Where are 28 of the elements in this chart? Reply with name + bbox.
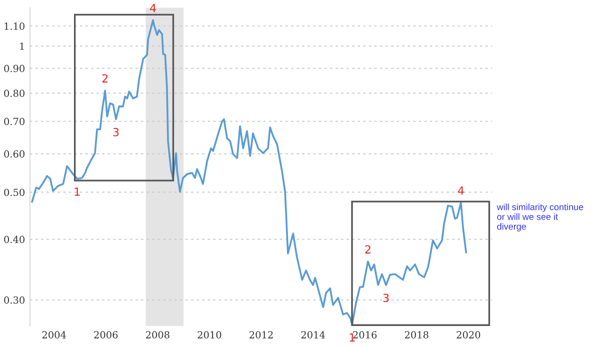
y-tick-label: 0.60: [4, 150, 24, 158]
y-tick-label: 0.40: [4, 236, 24, 244]
annotation: 4: [458, 186, 464, 195]
y-tick-label: 0.80: [4, 90, 24, 97]
annotation: 1: [350, 333, 355, 342]
text: will similarity continue or will we see it diverge: [496, 204, 584, 232]
annotation: 3: [383, 294, 389, 302]
annotation: 4: [150, 4, 156, 12]
x-tick-label: 2010: [198, 331, 222, 338]
y-tick-label: 0.70: [4, 118, 24, 126]
annotation: 1: [74, 188, 80, 196]
y-tick-label: 1: [20, 42, 24, 50]
x-tick-label: 2018: [404, 331, 428, 338]
annotation: 3: [113, 128, 119, 136]
y-tick-label: 0.90: [4, 64, 24, 72]
x-tick-label: 2004: [42, 331, 66, 338]
x-tick-label: 2008: [146, 331, 170, 338]
x-tick-label: 2006: [94, 331, 118, 338]
line-series: [31, 19, 468, 326]
x-tick-label: 2014: [301, 331, 325, 338]
annotation: 2: [102, 74, 108, 82]
y-tick-label: 0.50: [4, 188, 24, 196]
x-tick-label: 2020: [456, 331, 480, 338]
x-tick-label: 2016: [353, 331, 377, 338]
x-tick-label: 2012: [250, 331, 273, 338]
y-tick-label: 1.10: [4, 22, 24, 30]
annotation: 2: [365, 245, 370, 254]
y-tick-label: 0.30: [4, 296, 24, 304]
